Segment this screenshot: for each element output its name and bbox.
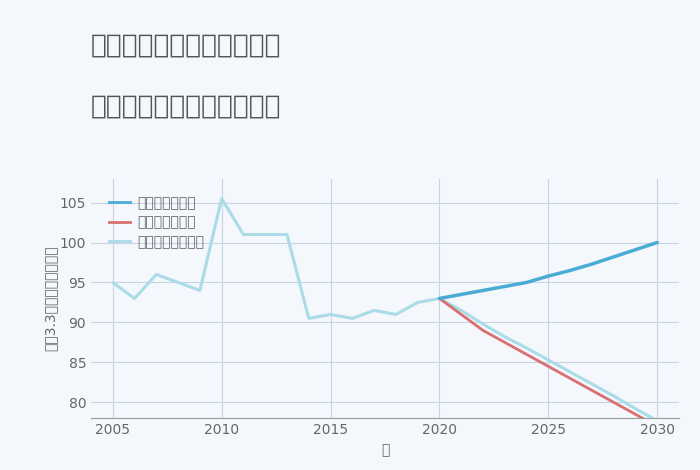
Y-axis label: 坪（3.3㎡）単価（万円）: 坪（3.3㎡）単価（万円） [43,246,57,351]
Text: 千葉県野田市山崎貝塚町の: 千葉県野田市山崎貝塚町の [91,33,281,59]
Legend: グッドシナリオ, バッドシナリオ, ノーマルシナリオ: グッドシナリオ, バッドシナリオ, ノーマルシナリオ [104,190,210,255]
Text: 中古マンションの価格推移: 中古マンションの価格推移 [91,94,281,120]
X-axis label: 年: 年 [381,443,389,457]
